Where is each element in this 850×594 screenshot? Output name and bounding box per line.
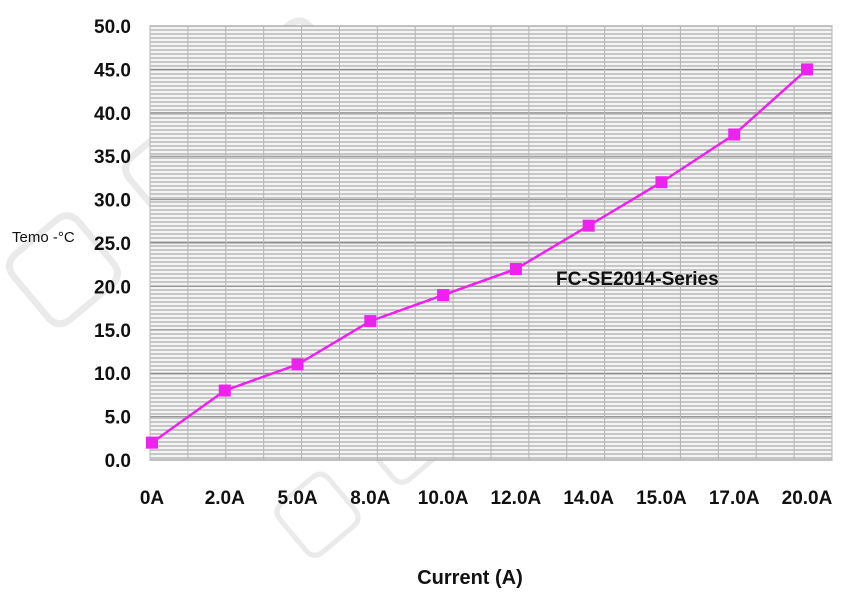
data-point-marker: [655, 176, 668, 189]
y-tick-label: 35.0: [94, 147, 131, 168]
data-point-marker: [364, 315, 377, 328]
x-tick-label: 8.0A: [350, 488, 390, 509]
y-tick-label: 50.0: [94, 17, 131, 38]
x-tick-label: 20.0A: [782, 488, 833, 509]
data-point-marker: [218, 384, 231, 397]
data-point-marker: [291, 358, 304, 371]
x-tick-label: 2.0A: [205, 488, 245, 509]
x-tick-label: 10.0A: [418, 488, 469, 509]
series-markers: [146, 63, 813, 449]
x-tick-label: 17.0A: [709, 488, 760, 509]
y-tick-label: 40.0: [94, 104, 131, 125]
y-tick-label: 15.0: [94, 321, 131, 342]
y-tick-label: 30.0: [94, 191, 131, 212]
x-tick-label: 15.0A: [636, 488, 687, 509]
y-tick-label: 10.0: [94, 364, 131, 385]
series-annotation: FC-SE2014-Series: [556, 269, 719, 290]
y-tick-label: 5.0: [105, 408, 131, 429]
y-tick-label: 45.0: [94, 60, 131, 81]
x-axis-label: Current (A): [417, 567, 523, 589]
y-tick-label: 0.0: [105, 451, 131, 472]
data-point-marker: [582, 219, 595, 232]
x-tick-label: 14.0A: [563, 488, 614, 509]
y-axis-label: Temo -°C: [12, 229, 75, 246]
x-tick-label: 5.0A: [277, 488, 317, 509]
data-point-marker: [146, 436, 158, 449]
x-tick-label: 0A: [140, 488, 165, 509]
data-point-marker: [728, 128, 741, 141]
grid-lines: [149, 25, 833, 461]
x-tick-label: 12.0A: [491, 488, 542, 509]
y-axis-ticks: 0.0 5.0 10.0 15.0 20.0 25.0 30.0 35.0 40.0 45.0 50…: [94, 17, 131, 472]
y-tick-label: 20.0: [94, 277, 131, 298]
y-tick-label: 25.0: [94, 234, 131, 255]
series-line: [151, 68, 808, 444]
data-point-marker: [801, 63, 813, 76]
data-point-marker: [509, 263, 522, 276]
x-axis-ticks: 0A 2.0A 5.0A 8.0A 10.0A 12.0A 14.0A 15.0A 17.0A 2…: [140, 488, 833, 509]
data-point-marker: [437, 289, 450, 302]
